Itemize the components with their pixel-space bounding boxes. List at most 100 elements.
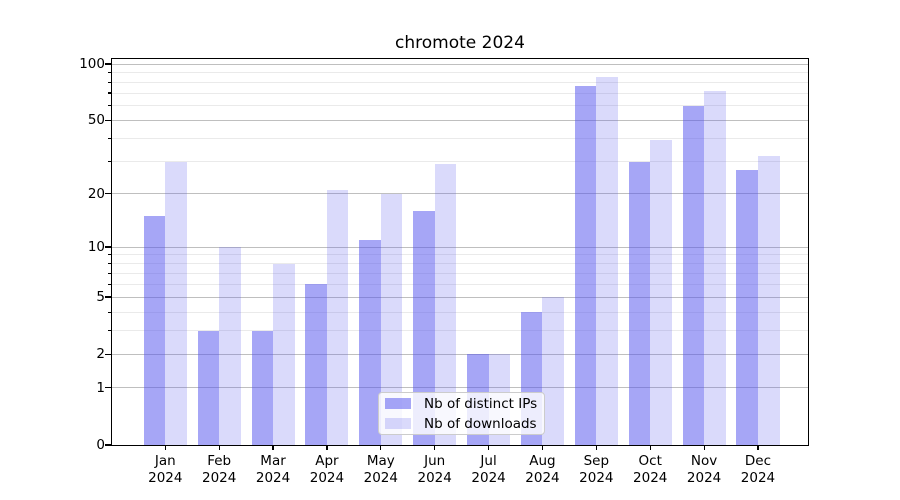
x-tick-label-dec: Dec 2024	[740, 453, 776, 486]
legend-swatch-distinct-ips	[385, 398, 411, 409]
y-tick-7	[108, 272, 111, 274]
y-tick-10	[105, 246, 111, 248]
y-tick-80	[108, 81, 111, 83]
y-tick-40	[108, 137, 111, 139]
x-tick-sep	[595, 445, 597, 450]
gridline-1	[112, 387, 808, 389]
x-tick-aug	[541, 445, 544, 450]
y-tick-1	[105, 387, 111, 389]
bar-distinct-ips-jun	[413, 211, 435, 445]
legend-item-distinct-ips: Nb of distinct IPs	[385, 394, 544, 413]
x-tick-label-oct: Oct 2024	[633, 453, 668, 486]
x-tick-label-jun: Jun 2024	[417, 453, 452, 486]
y-tick-5	[105, 296, 111, 298]
y-tick-label-1: 1	[96, 379, 105, 396]
y-tick-30	[108, 160, 111, 163]
bar-downloads-nov	[704, 90, 726, 445]
y-tick-label-2: 2	[96, 346, 105, 363]
y-tick-90	[108, 72, 111, 74]
minor-gridline-40	[112, 137, 808, 139]
chart-title: chromote 2024	[395, 33, 525, 53]
legend-label-downloads: Nb of downloads	[424, 415, 537, 432]
bar-downloads-aug	[542, 297, 564, 445]
y-tick-label-5: 5	[96, 289, 105, 306]
y-tick-label-0: 0	[96, 437, 105, 453]
x-tick-label-sep: Sep 2024	[579, 453, 614, 486]
gridline-20	[112, 193, 808, 195]
plot-area: Nb of distinct IPs Nb of downloads	[111, 58, 809, 446]
x-tick-label-jan: Jan 2024	[148, 453, 183, 486]
bar-downloads-jun	[434, 164, 457, 445]
y-tick-label-100: 100	[79, 56, 105, 72]
y-tick-label-20: 20	[87, 185, 105, 202]
x-tick-may	[380, 445, 382, 450]
minor-gridline-8	[112, 263, 808, 265]
bar-distinct-ips-feb	[197, 330, 220, 445]
x-tick-label-may: May 2024	[363, 453, 398, 486]
bar-downloads-feb	[219, 247, 241, 445]
y-tick-100	[105, 63, 111, 65]
legend-label-distinct-ips: Nb of distinct IPs	[424, 395, 538, 412]
bar-distinct-ips-sep	[574, 86, 597, 445]
x-tick-apr	[326, 445, 328, 450]
bar-distinct-ips-nov	[682, 105, 705, 445]
minor-gridline-80	[112, 81, 808, 83]
minor-gridline-6	[112, 283, 808, 285]
x-tick-label-apr: Apr 2024	[309, 453, 345, 486]
y-tick-6	[108, 283, 111, 285]
bar-downloads-mar	[273, 263, 295, 445]
y-tick-20	[105, 193, 111, 195]
x-tick-label-nov: Nov 2024	[686, 453, 722, 486]
x-tick-label-aug: Aug 2024	[525, 453, 560, 486]
minor-gridline-60	[112, 105, 808, 107]
bar-downloads-dec	[757, 156, 780, 445]
minor-gridline-9	[112, 254, 808, 256]
gridline-5	[112, 296, 808, 298]
x-tick-label-feb: Feb 2024	[201, 453, 237, 486]
x-tick-feb	[218, 445, 220, 450]
y-tick-3	[108, 329, 111, 332]
x-tick-label-jul: Jul 2024	[471, 453, 506, 486]
gridline-2	[112, 353, 808, 355]
bar-downloads-jan	[165, 161, 187, 445]
legend-item-downloads: Nb of downloads	[385, 414, 544, 433]
gridline-10	[112, 246, 808, 248]
x-tick-oct	[649, 445, 651, 450]
y-tick-50	[105, 119, 111, 121]
minor-gridline-70	[112, 92, 808, 94]
bar-distinct-ips-apr	[305, 284, 327, 445]
y-tick-2	[105, 353, 111, 355]
bar-distinct-ips-oct	[628, 161, 651, 445]
x-tick-jun	[434, 445, 436, 450]
x-tick-dec	[757, 445, 759, 450]
y-tick-4	[108, 311, 111, 313]
bar-distinct-ips-dec	[736, 169, 758, 445]
y-tick-70	[108, 92, 111, 94]
minor-gridline-7	[112, 272, 808, 274]
y-tick-label-50: 50	[87, 112, 105, 129]
bar-distinct-ips-jan	[143, 216, 166, 445]
bar-downloads-sep	[596, 77, 618, 445]
x-tick-label-mar: Mar 2024	[255, 453, 291, 486]
legend-swatch-downloads	[385, 418, 411, 429]
y-tick-60	[108, 105, 111, 107]
y-tick-label-10: 10	[87, 239, 105, 256]
y-tick-0	[105, 444, 111, 446]
bar-downloads-may	[380, 193, 403, 445]
minor-gridline-90	[112, 72, 808, 74]
x-tick-mar	[272, 445, 274, 450]
gridline-100	[112, 63, 808, 65]
legend: Nb of distinct IPs Nb of downloads	[378, 392, 545, 435]
x-tick-nov	[703, 445, 705, 450]
x-tick-jan	[164, 445, 166, 450]
minor-gridline-30	[112, 161, 808, 163]
bar-distinct-ips-may	[359, 239, 381, 445]
y-tick-8	[108, 263, 111, 265]
bar-downloads-apr	[326, 189, 349, 445]
minor-gridline-3	[112, 330, 808, 332]
bar-distinct-ips-mar	[251, 330, 274, 445]
x-tick-jul	[487, 445, 490, 450]
bar-downloads-oct	[650, 140, 672, 445]
minor-gridline-4	[112, 311, 808, 313]
